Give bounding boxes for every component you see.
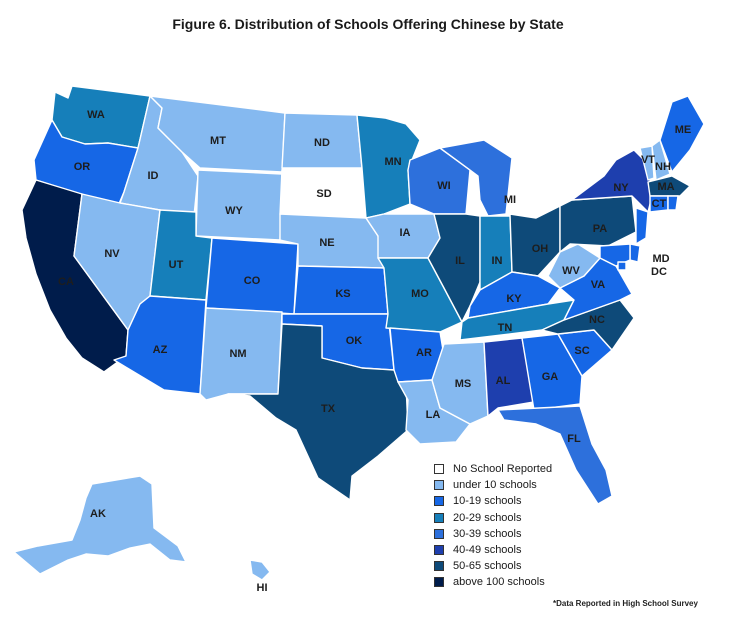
state-label-ok: OK	[346, 335, 363, 347]
state-label-sd: SD	[316, 188, 331, 200]
state-label-id: ID	[148, 170, 159, 182]
legend-swatch	[434, 545, 444, 556]
legend-swatch	[434, 561, 444, 572]
legend-swatch	[434, 480, 444, 491]
state-label-wi: WI	[437, 180, 450, 192]
state-label-mi: MI	[504, 194, 516, 206]
legend-swatch	[434, 512, 444, 523]
state-al	[483, 337, 535, 417]
figure-title: Figure 6. Distribution of Schools Offeri…	[172, 16, 564, 32]
legend-label: 30-39 schools	[453, 527, 522, 540]
state-ri	[667, 195, 679, 211]
state-label-nv: NV	[104, 248, 120, 260]
state-label-ma: MA	[657, 181, 674, 193]
state-nh	[651, 139, 671, 181]
state-label-md: MD	[652, 253, 669, 265]
state-vt	[639, 145, 655, 181]
state-nj	[635, 207, 649, 245]
legend-swatch	[434, 464, 444, 475]
legend-item-under10: under 10 schools	[434, 477, 552, 493]
legend-item-30-39: 30-39 schools	[434, 526, 552, 542]
state-label-ne: NE	[319, 237, 334, 249]
state-label-nc: NC	[589, 314, 605, 326]
state-de	[629, 243, 641, 263]
state-label-ga: GA	[542, 371, 559, 383]
legend-swatch	[434, 577, 444, 588]
state-label-ms: MS	[455, 378, 472, 390]
state-label-oh: OH	[532, 243, 549, 255]
state-label-ak: AK	[90, 508, 106, 520]
state-ma	[647, 175, 691, 197]
legend-item-40-49: 40-49 schools	[434, 542, 552, 558]
state-label-me: ME	[675, 124, 692, 136]
state-label-vt: VT	[641, 154, 655, 166]
state-dc	[617, 261, 627, 271]
legend-label: above 100 schools	[453, 576, 545, 589]
state-label-mt: MT	[210, 135, 226, 147]
state-label-wy: WY	[225, 205, 243, 217]
state-label-nm: NM	[229, 348, 246, 360]
state-label-la: LA	[426, 409, 441, 421]
state-label-hi: HI	[257, 582, 268, 594]
state-label-wv: WV	[562, 265, 580, 277]
legend-label: 50-65 schools	[453, 560, 522, 573]
state-label-nh: NH	[655, 161, 671, 173]
state-me	[659, 95, 705, 173]
state-label-in: IN	[492, 255, 503, 267]
state-label-il: IL	[455, 255, 465, 267]
state-label-ks: KS	[335, 288, 350, 300]
legend-item-50-65: 50-65 schools	[434, 558, 552, 574]
state-ak	[13, 475, 187, 575]
state-label-wa: WA	[87, 109, 105, 121]
state-label-nd: ND	[314, 137, 330, 149]
state-label-ia: IA	[400, 227, 411, 239]
legend-swatch	[434, 528, 444, 539]
footnote: *Data Reported in High School Survey	[553, 599, 698, 608]
state-label-al: AL	[496, 375, 511, 387]
legend-label: 40-49 schools	[453, 544, 522, 557]
state-label-va: VA	[591, 279, 606, 291]
state-label-ut: UT	[169, 259, 184, 271]
state-fl	[497, 405, 613, 505]
state-label-ct: CT	[652, 198, 667, 210]
legend-label: 10-19 schools	[453, 495, 522, 508]
state-label-sc: SC	[574, 345, 589, 357]
state-label-az: AZ	[153, 344, 168, 356]
legend-label: under 10 schools	[453, 479, 537, 492]
state-hi	[249, 559, 271, 581]
state-label-co: CO	[244, 275, 261, 287]
state-label-ca: CA	[58, 276, 74, 288]
map-legend: No School Reported under 10 schools 10-1…	[434, 461, 552, 591]
state-ga	[521, 333, 583, 411]
legend-item-none: No School Reported	[434, 461, 552, 477]
legend-item-10-19: 10-19 schools	[434, 493, 552, 509]
legend-item-over100: above 100 schools	[434, 574, 552, 590]
state-label-ky: KY	[506, 293, 522, 305]
legend-label: 20-29 schools	[453, 511, 522, 524]
state-labels: WA OR CA ID NV MT WY UT AZ CO NM ND SD N…	[58, 109, 691, 594]
state-label-ny: NY	[613, 182, 629, 194]
legend-label: No School Reported	[453, 463, 553, 476]
state-label-tn: TN	[498, 322, 513, 334]
state-label-or: OR	[74, 161, 91, 173]
state-label-tx: TX	[321, 403, 336, 415]
state-label-fl: FL	[567, 433, 581, 445]
state-label-ar: AR	[416, 347, 432, 359]
state-il	[427, 213, 481, 323]
state-label-dc: DC	[651, 266, 667, 278]
state-label-mo: MO	[411, 288, 429, 300]
legend-swatch	[434, 496, 444, 507]
state-tx	[227, 323, 409, 501]
legend-item-20-29: 20-29 schools	[434, 510, 552, 526]
state-label-mn: MN	[384, 156, 401, 168]
state-label-pa: PA	[593, 223, 608, 235]
